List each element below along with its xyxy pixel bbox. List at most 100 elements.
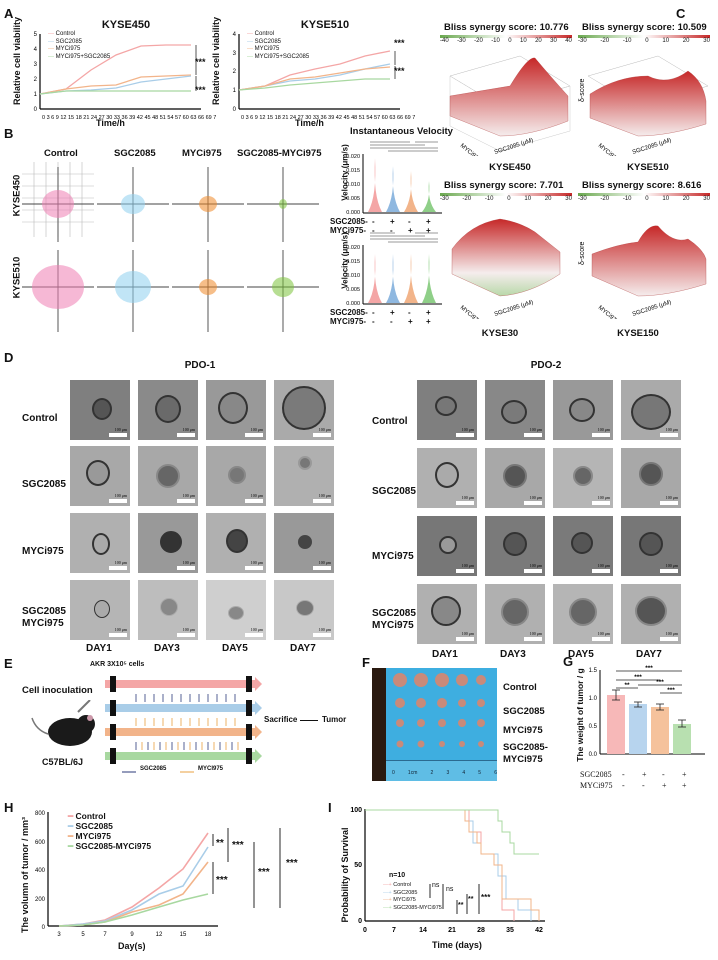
svg-text:21: 21 bbox=[448, 927, 456, 934]
organoid-image: 100 μm bbox=[138, 446, 198, 506]
column-header: Control bbox=[44, 148, 78, 159]
sig-marker: *** bbox=[286, 858, 298, 869]
panel-label-i: I bbox=[328, 800, 332, 815]
organoid-image: 100 μm bbox=[621, 516, 681, 576]
legend-item: SGC2085 bbox=[393, 889, 418, 896]
svg-text:200: 200 bbox=[35, 897, 46, 903]
svg-text:0.015: 0.015 bbox=[346, 259, 360, 265]
svg-text:0.005: 0.005 bbox=[346, 287, 360, 293]
treatment-mark: - bbox=[372, 226, 375, 235]
surface-3d: MYCi975 (μM) SGC2085 (μM) bbox=[451, 218, 561, 319]
organoid-grid-pdo1: PDO-1 Control SGC2085 MYCi975 SGC2085 MY… bbox=[0, 358, 350, 654]
treatment-table: SGC2085- - + - + MYCi975- - - + + bbox=[330, 217, 431, 235]
line-plot: 0 1 2 3 4 0 3 6 9 12 15 18 21 24 27 30 33 36… bbox=[233, 32, 415, 121]
row-label: KYSE510 bbox=[11, 256, 23, 299]
y-axis-label: Relative cell viability bbox=[211, 16, 221, 106]
organoid-image: 100 μm bbox=[417, 380, 477, 440]
day-label: DAY3 bbox=[154, 643, 180, 654]
svg-text:600: 600 bbox=[35, 840, 46, 846]
svg-text:***: *** bbox=[656, 679, 664, 686]
treatment-mark: + bbox=[682, 770, 687, 779]
treatment-mark: - bbox=[372, 317, 375, 326]
panel-label-g: G bbox=[563, 654, 574, 669]
color-scale bbox=[578, 193, 710, 196]
sig-marker: *** bbox=[232, 840, 244, 851]
panel-label-f: F bbox=[362, 655, 370, 670]
treatment-mark: + bbox=[642, 770, 647, 779]
surface-3d: δ-score MYCi975 (μM) SGC2085 (μM) bbox=[579, 225, 707, 319]
svg-text:1.0: 1.0 bbox=[589, 696, 598, 702]
organoid-image: 100 μm bbox=[553, 516, 613, 576]
chart-title: KYSE450 bbox=[101, 19, 151, 31]
organoid-image: 100 μm bbox=[485, 448, 545, 508]
svg-text:14: 14 bbox=[419, 927, 427, 934]
svg-text:0.010: 0.010 bbox=[346, 182, 360, 188]
scale-ticks: -30 -20 -10 0 10 20 30 bbox=[578, 38, 710, 44]
svg-text:***: *** bbox=[645, 665, 653, 672]
treatment-mark: - bbox=[408, 217, 411, 226]
synergy-plot: Bliss synergy score: 8.616 -30 -20 -10 0 10 2… bbox=[578, 180, 718, 340]
cell-line-label: KYSE30 bbox=[481, 328, 519, 339]
treatment-mark: - bbox=[390, 317, 393, 326]
svg-text:SGC2085 (μM): SGC2085 (μM) bbox=[632, 300, 672, 318]
sig-marker: ** bbox=[216, 838, 224, 849]
legend-item: SGC2085 bbox=[140, 766, 167, 772]
line-plot: 0 1 2 3 4 5 0 3 6 9 12 15 18 21 24 27 30 33 3… bbox=[34, 32, 216, 121]
tumor-weight-bar-chart: 1.5 1.0 0.5 0.0 *** *** ** *** *** bbox=[589, 665, 705, 758]
color-scale bbox=[578, 35, 710, 38]
svg-text:100: 100 bbox=[350, 807, 362, 814]
row-label: SGC2085- MYCi975 bbox=[503, 742, 548, 765]
panel-label-e: E bbox=[4, 656, 13, 671]
svg-text:SGC2085 (μM): SGC2085 (μM) bbox=[632, 138, 672, 156]
organoid-image: 100 μm bbox=[206, 580, 266, 640]
legend-item: SGC2085 bbox=[55, 38, 83, 45]
svg-text:0.000: 0.000 bbox=[346, 301, 360, 307]
svg-text:35: 35 bbox=[506, 927, 514, 934]
svg-text:5: 5 bbox=[34, 32, 38, 38]
color-scale bbox=[440, 35, 572, 38]
svg-text:0: 0 bbox=[42, 925, 46, 931]
legend-item: Control bbox=[75, 811, 106, 821]
svg-text:0 3 6 9 12 15 18 21 24 27 30 3: 0 3 6 9 12 15 18 21 24 27 30 33 36 39 42… bbox=[241, 115, 415, 121]
treatment-label: MYCi975 bbox=[580, 781, 613, 790]
organoid-image: 100 μm bbox=[485, 380, 545, 440]
treatment-mark: - bbox=[622, 770, 625, 779]
synergy-score: Bliss synergy score: 7.701 bbox=[444, 180, 564, 191]
svg-text:MYCi975 (μM): MYCi975 (μM) bbox=[597, 143, 631, 156]
day-label: DAY7 bbox=[290, 643, 316, 654]
chart-title: KYSE510 bbox=[300, 19, 350, 31]
svg-text:0.020: 0.020 bbox=[346, 154, 360, 160]
chart-viability-kyse510: KYSE510 Relative cell viability 0 1 2 3 4 0 … bbox=[205, 14, 415, 128]
svg-text:7: 7 bbox=[103, 932, 107, 938]
treatment-mark: - bbox=[372, 308, 375, 317]
svg-text:SGC2085 (μM): SGC2085 (μM) bbox=[494, 300, 534, 318]
svg-text:800: 800 bbox=[35, 811, 46, 817]
surface-3d: MYCi975 (μM) SGC2085 (μM) bbox=[449, 55, 571, 156]
tumor-photo: 0 1cm 2 3 4 5 6 bbox=[372, 668, 497, 781]
day-label: DAY1 bbox=[432, 649, 458, 660]
organoid-image: 100 μm bbox=[138, 580, 198, 640]
svg-text:5: 5 bbox=[81, 932, 85, 938]
day-label: DAY5 bbox=[222, 643, 248, 654]
svg-text:18: 18 bbox=[205, 932, 212, 938]
row-label: SGC2085 bbox=[22, 479, 66, 490]
column-header: MYCi975 bbox=[182, 148, 222, 159]
treatment-schedule-diagram: AKR 3X10⁵ cells Cell inoculation C57BL/6… bbox=[0, 660, 360, 800]
sig-marker: *** bbox=[195, 57, 206, 67]
organoid-image: 100 μm bbox=[274, 446, 334, 506]
svg-text:0: 0 bbox=[233, 107, 237, 113]
organoid-image: 100 μm bbox=[70, 580, 130, 640]
synergy-plot: Bliss synergy score: 10.776 -40 -30 -20 -10… bbox=[440, 22, 578, 173]
legend-item: SGC2085-MYCi975 bbox=[75, 841, 152, 851]
sig-marker: ** bbox=[458, 902, 464, 909]
sig-marker: ** bbox=[468, 896, 474, 903]
legend-item: MYCi975+SGC2085 bbox=[254, 53, 310, 60]
svg-text:0.000: 0.000 bbox=[346, 210, 360, 216]
x-axis-label: Time/h bbox=[96, 118, 125, 128]
legend-item: SGC2085 bbox=[75, 821, 113, 831]
treatment-mark: - bbox=[390, 226, 393, 235]
x-axis-label: Time/h bbox=[295, 118, 324, 128]
treatment-mark: + bbox=[426, 317, 431, 326]
organoid-image: 100 μm bbox=[206, 380, 266, 440]
organoid-image: 100 μm bbox=[553, 584, 613, 644]
